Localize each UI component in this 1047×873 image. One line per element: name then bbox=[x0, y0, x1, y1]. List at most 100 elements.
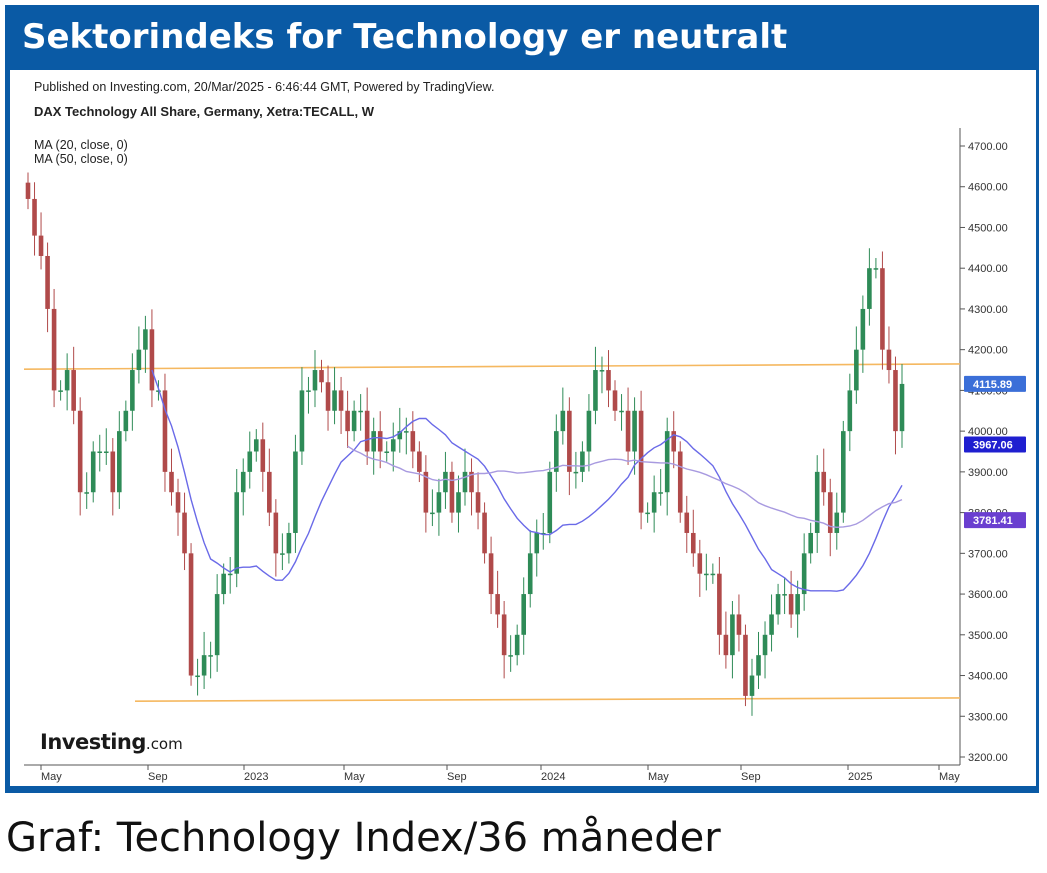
ma50-legend: MA (50, close, 0) bbox=[34, 152, 128, 166]
price-badge-label: 4115.89 bbox=[973, 379, 1012, 391]
candle-body bbox=[286, 532, 292, 554]
candle-body bbox=[534, 532, 540, 554]
candle-body bbox=[436, 492, 442, 513]
candle-body bbox=[338, 390, 344, 411]
candle-body bbox=[821, 471, 827, 493]
candle-body bbox=[423, 471, 429, 513]
candle-body bbox=[117, 431, 122, 493]
y-tick-label: 3400.00 bbox=[968, 671, 1008, 683]
candle-body bbox=[762, 634, 768, 656]
candle-body bbox=[123, 410, 129, 432]
candle-body bbox=[645, 512, 650, 515]
candle-body bbox=[612, 390, 618, 411]
candle-body bbox=[267, 471, 272, 513]
candle-body bbox=[560, 410, 566, 432]
candle-body bbox=[521, 594, 527, 635]
candle-body bbox=[495, 594, 500, 615]
candle-body bbox=[547, 471, 553, 533]
candle-body bbox=[371, 431, 376, 452]
trend-lines bbox=[23, 363, 961, 702]
candle-body bbox=[749, 675, 755, 696]
y-tick-label: 3700.00 bbox=[968, 548, 1008, 560]
x-tick-label: May bbox=[41, 771, 62, 783]
ma20-line bbox=[151, 369, 903, 592]
candle-body bbox=[501, 614, 507, 656]
candle-body bbox=[469, 471, 474, 493]
logo-word: Investing bbox=[40, 730, 146, 754]
candle-body bbox=[417, 451, 422, 472]
candle-body bbox=[775, 594, 781, 615]
y-tick-label: 4700.00 bbox=[968, 141, 1008, 153]
candle-body bbox=[149, 329, 155, 391]
x-tick-label: 2023 bbox=[244, 771, 268, 783]
candle-body bbox=[899, 383, 905, 432]
candle-body bbox=[234, 492, 240, 574]
candle-body bbox=[397, 431, 403, 440]
candle-body bbox=[554, 431, 559, 472]
x-tick-label: May bbox=[648, 771, 669, 783]
x-tick-label: Sep bbox=[447, 771, 467, 783]
x-tick-label: Sep bbox=[148, 771, 168, 783]
candle-body bbox=[38, 235, 44, 256]
chart-panel: 4700.00 4600.00 4500.00 4400.00 4300.00 4200.… bbox=[10, 70, 1036, 786]
x-tick-label: 2025 bbox=[848, 771, 872, 783]
price-badges: 4115.89 3967.06 3781.41 bbox=[964, 375, 1026, 529]
candle-body bbox=[769, 614, 774, 635]
candle-body bbox=[599, 370, 605, 372]
candle-body bbox=[462, 471, 468, 493]
candle-body bbox=[253, 439, 259, 452]
y-tick-label: 3300.00 bbox=[968, 711, 1008, 723]
candle-body bbox=[130, 370, 135, 411]
candle-body bbox=[390, 439, 396, 452]
candle-body bbox=[443, 471, 448, 493]
candle-body bbox=[351, 410, 357, 432]
candle-body bbox=[110, 451, 116, 493]
candle-body bbox=[319, 370, 324, 383]
candle-body bbox=[84, 492, 90, 494]
candle-body bbox=[593, 370, 598, 411]
price-badge bbox=[964, 512, 1026, 529]
investing-logo: Investing.com bbox=[40, 730, 183, 754]
x-tick-label: 2024 bbox=[541, 771, 565, 783]
candle-body bbox=[280, 553, 285, 555]
y-tick-label: 3500.00 bbox=[968, 630, 1008, 642]
candle-body bbox=[403, 431, 409, 433]
candle-body bbox=[586, 410, 592, 452]
candle-body bbox=[77, 410, 83, 493]
candle-body bbox=[730, 614, 735, 656]
candle-body bbox=[527, 553, 533, 595]
candle-body bbox=[332, 390, 337, 411]
candle-body bbox=[867, 268, 872, 309]
candle-body bbox=[169, 471, 174, 493]
instrument-title: DAX Technology All Share, Germany, Xetra… bbox=[34, 104, 374, 119]
candle-body bbox=[51, 308, 57, 391]
candle-body bbox=[840, 431, 846, 513]
candle-body bbox=[32, 198, 37, 236]
candle-body bbox=[430, 512, 435, 515]
candle-body bbox=[97, 451, 103, 453]
candle-body bbox=[677, 451, 683, 513]
candle-body bbox=[488, 553, 494, 595]
candle-body bbox=[508, 655, 513, 657]
candle-body bbox=[801, 553, 807, 595]
candle-body bbox=[143, 329, 148, 350]
candle-body bbox=[208, 655, 213, 657]
candle-body bbox=[697, 553, 703, 574]
candle-body bbox=[162, 390, 168, 472]
candle-body bbox=[312, 370, 318, 391]
candle-body bbox=[834, 512, 840, 533]
candle-body bbox=[795, 594, 800, 615]
candle-body bbox=[743, 634, 748, 696]
candle-body bbox=[788, 594, 794, 615]
y-tick-label: 4500.00 bbox=[968, 222, 1008, 234]
candle-body bbox=[227, 573, 233, 576]
candle-body bbox=[808, 532, 813, 554]
resistance-line bbox=[23, 363, 961, 371]
candle-body bbox=[299, 390, 305, 452]
x-tick-label: May bbox=[344, 771, 365, 783]
candle-body bbox=[514, 634, 520, 656]
candle-body bbox=[260, 439, 266, 472]
y-tick-label: 4300.00 bbox=[968, 304, 1008, 316]
candle-body bbox=[684, 512, 690, 533]
support-line bbox=[134, 697, 961, 702]
